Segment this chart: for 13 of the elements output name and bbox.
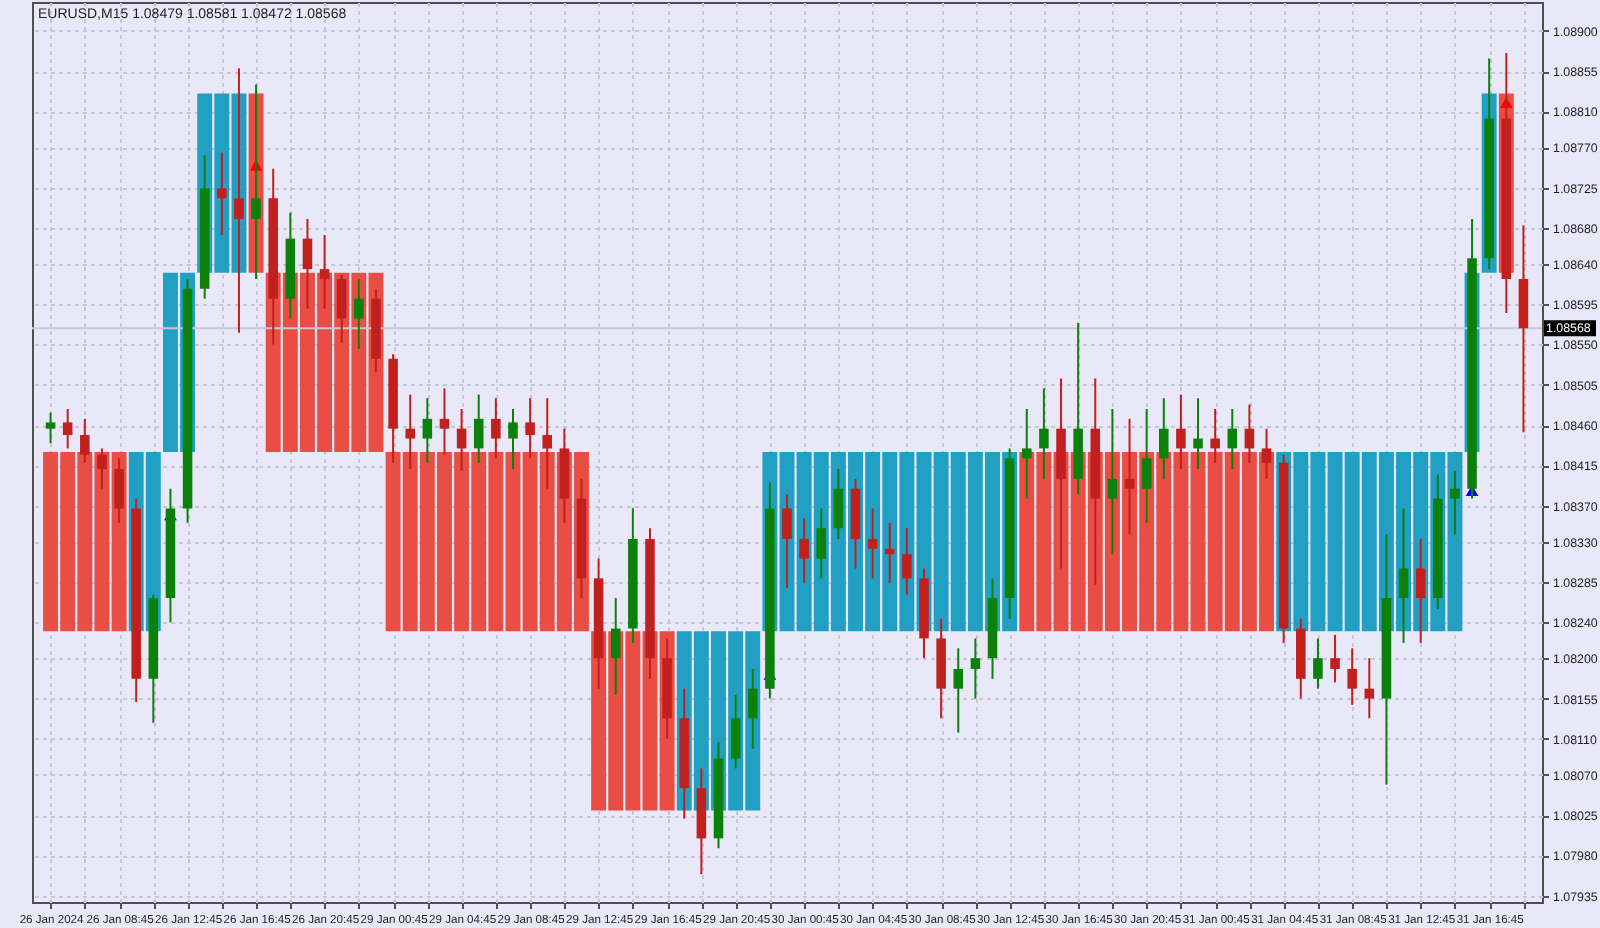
candlestick: [97, 447, 107, 490]
candlestick: [1313, 637, 1323, 690]
candlestick: [953, 647, 964, 734]
candlestick: [970, 637, 981, 700]
candlestick: [1364, 657, 1375, 720]
candlestick: [1210, 407, 1220, 464]
candlestick: [62, 407, 73, 450]
candlestick: [234, 67, 244, 334]
candlestick: [80, 417, 90, 464]
candlestick: [1261, 427, 1272, 480]
candlestick: [1347, 647, 1357, 706]
candlestick: [45, 411, 56, 445]
candlestick: [1330, 633, 1340, 684]
